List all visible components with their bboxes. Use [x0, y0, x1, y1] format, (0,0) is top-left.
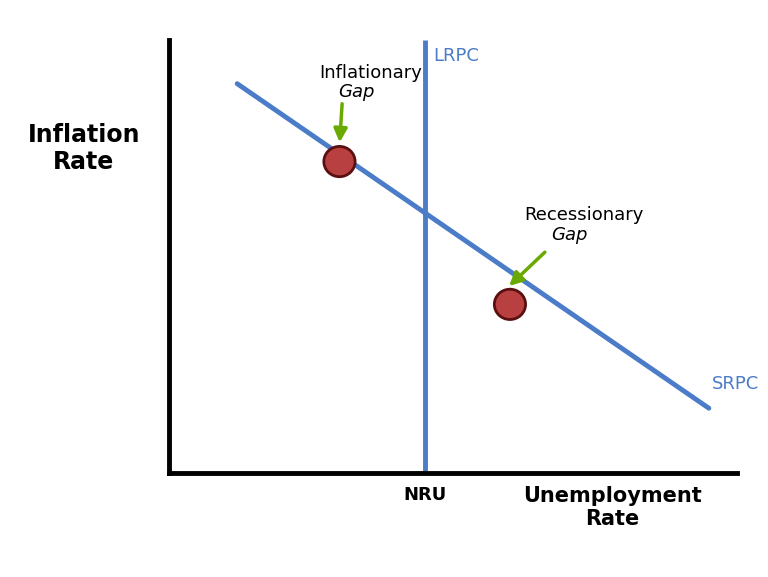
Text: SRPC: SRPC: [712, 375, 759, 393]
Text: Unemployment
Rate: Unemployment Rate: [523, 486, 702, 529]
Text: Gap: Gap: [339, 83, 375, 101]
Ellipse shape: [495, 289, 525, 320]
Text: LRPC: LRPC: [433, 47, 479, 65]
Text: Inflation
Rate: Inflation Rate: [28, 123, 140, 174]
Text: Inflationary: Inflationary: [319, 63, 422, 81]
Text: NRU: NRU: [403, 486, 446, 504]
Text: Gap: Gap: [551, 226, 588, 243]
Text: Recessionary: Recessionary: [524, 207, 644, 224]
Ellipse shape: [324, 147, 355, 177]
